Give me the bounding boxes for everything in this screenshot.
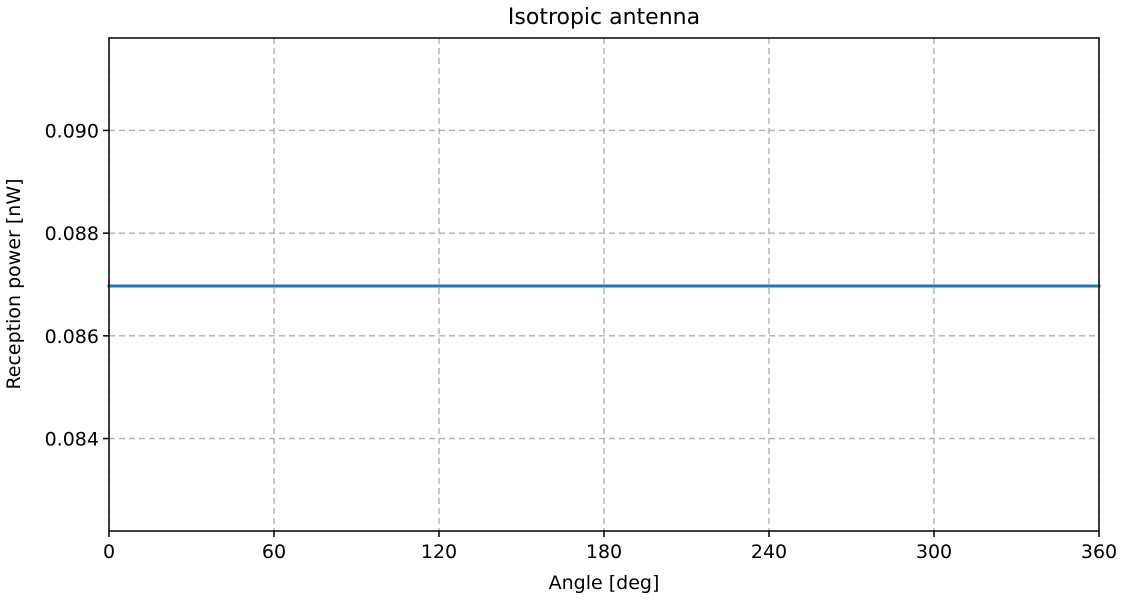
y-tick-label: 0.090 <box>45 120 99 142</box>
chart-title: Isotropic antenna <box>508 5 700 30</box>
x-tick-label: 120 <box>421 541 457 563</box>
x-tick-label: 0 <box>103 541 115 563</box>
y-tick-label: 0.086 <box>45 326 99 348</box>
x-tick-label: 60 <box>262 541 286 563</box>
y-axis-label: Reception power [nW] <box>3 178 25 389</box>
x-ticks: 0 60 120 180 240 300 360 <box>103 531 1117 563</box>
x-tick-label: 180 <box>586 541 622 563</box>
x-tick-label: 300 <box>916 541 952 563</box>
x-tick-label: 240 <box>751 541 787 563</box>
y-ticks: 0.084 0.086 0.088 0.090 <box>45 120 109 451</box>
y-tick-label: 0.088 <box>45 223 99 245</box>
x-axis-label: Angle [deg] <box>549 572 660 594</box>
grid-layer <box>108 38 1100 531</box>
y-tick-label: 0.084 <box>45 429 99 451</box>
x-tick-label: 360 <box>1081 541 1117 563</box>
